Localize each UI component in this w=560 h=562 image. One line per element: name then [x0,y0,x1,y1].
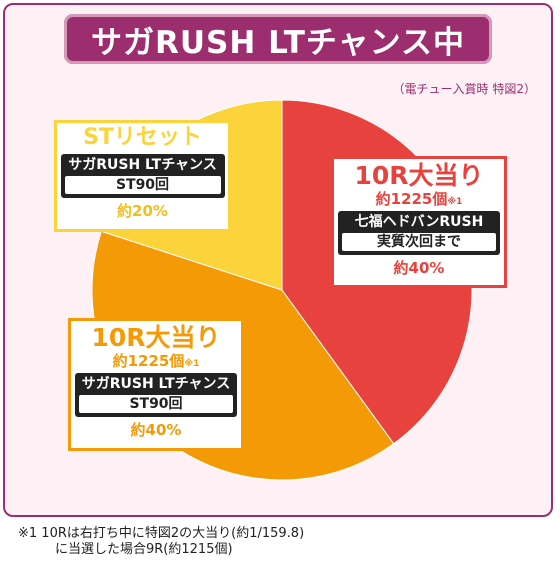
slice-1-note-mark: ※1 [447,197,463,207]
slice-label-box-3: STリセット サガRUSH LTチャンス ST90回 約20% [54,120,231,232]
footnote-line-1: ※1 10Rは右打ち中に特図2の大当り(約1/159.8) [18,526,305,541]
slice-2-mode-detail: ST90回 [79,395,233,413]
slice-1-title: 10R大当り [354,161,484,190]
slice-2-payout: 約1225個※1 [71,354,241,369]
slice-3-mode-detail: ST90回 [64,176,221,194]
slice-1-mode-detail: 実質次回まで [342,233,496,251]
slice-1-payout: 約1225個※1 [334,192,504,207]
page-title: サガRUSH LTチャンス中 [91,24,465,61]
condition-note: （電チュー入賞時 特図2） [392,82,536,96]
slice-2-note-mark: ※1 [184,359,200,369]
slice-label-box-2: 10R大当り 約1225個※1 サガRUSH LTチャンス ST90回 約40% [68,318,244,451]
slice-3-mode: サガRUSH LTチャンス [68,157,217,173]
slice-3-title: STリセット [83,125,202,150]
footnote-line-2: に当選した場合9R(約1215個) [55,542,233,557]
slice-3-mode-panel: サガRUSH LTチャンス ST90回 [60,154,225,198]
slice-2-mode: サガRUSH LTチャンス [81,376,231,392]
title-bar: サガRUSH LTチャンス中 [64,14,492,64]
slice-2-mode-panel: サガRUSH LTチャンス ST90回 [75,373,237,417]
slice-2-payout-value: 約1225個 [112,352,185,370]
slice-1-percent: 約40% [393,259,445,277]
slice-2-title: 10R大当り [91,323,221,352]
slice-1-mode-panel: 七福ヘドバンRUSH 実質次回まで [338,211,500,255]
slice-2-percent: 約40% [130,421,182,439]
slice-label-box-1: 10R大当り 約1225個※1 七福ヘドバンRUSH 実質次回まで 約40% [331,156,507,288]
slice-1-mode: 七福ヘドバンRUSH [354,214,484,230]
footnote: ※1 10Rは右打ち中に特図2の大当り(約1/159.8) に当選した場合9R(… [18,526,304,558]
slice-3-percent: 約20% [117,202,168,220]
slice-1-payout-value: 約1225個 [375,190,448,208]
